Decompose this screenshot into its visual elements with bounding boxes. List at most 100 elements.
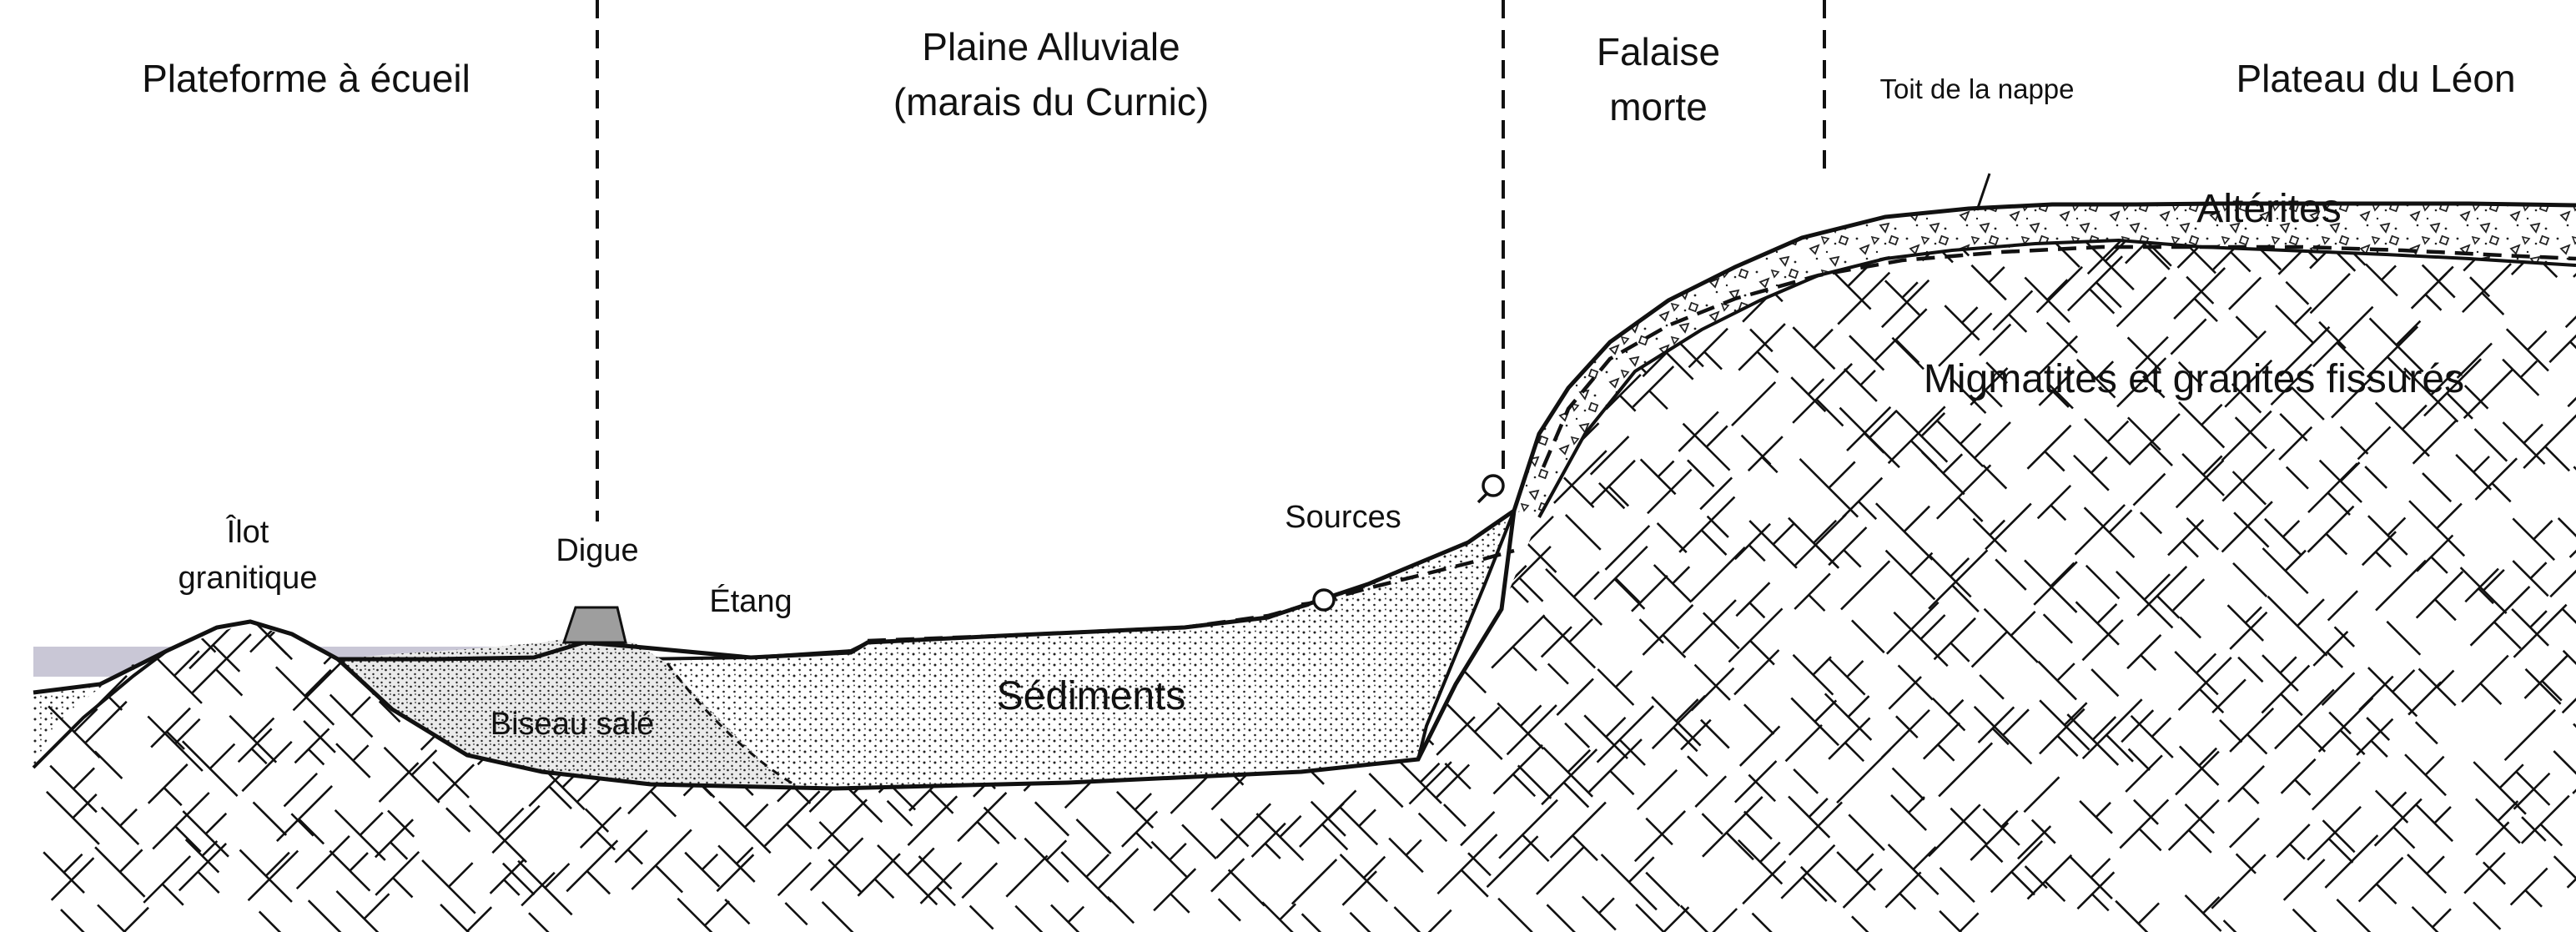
label-ilot-line1: Îlot <box>226 514 269 550</box>
rock-fracture <box>1215 323 1268 376</box>
rock-fracture <box>566 839 619 895</box>
rock-fracture <box>1590 459 1636 507</box>
rock-fracture <box>711 240 764 271</box>
rock-fracture <box>2549 544 2576 644</box>
rock-fracture <box>1828 526 1868 568</box>
rock-fracture <box>2523 413 2576 472</box>
rock-fracture <box>1291 859 1338 932</box>
rock-fracture <box>143 855 192 906</box>
rock-fracture <box>1636 768 1678 846</box>
rock-fracture <box>2321 672 2356 735</box>
rock-fracture <box>1992 290 2034 333</box>
rock-fracture <box>2229 707 2275 755</box>
rock-fracture <box>202 411 264 473</box>
rock-fracture <box>489 858 526 896</box>
rock-fracture <box>1921 451 1965 496</box>
rock-fracture <box>1983 607 2039 663</box>
rock-fracture <box>1164 355 1214 449</box>
rock-fracture <box>862 421 918 478</box>
rock-fracture <box>1970 264 2007 301</box>
rock-fracture <box>568 471 615 517</box>
rock-fracture <box>1024 560 1062 628</box>
rock-fracture <box>2115 899 2162 932</box>
rock-fracture <box>1210 858 1245 922</box>
rock-fracture <box>1060 851 1113 903</box>
rock-fracture <box>1737 839 1784 885</box>
rock-fracture <box>1588 738 1643 796</box>
rock-fracture <box>1411 473 1446 510</box>
rock-fracture <box>2221 410 2272 506</box>
rock-fracture <box>613 421 648 458</box>
rock-fracture <box>139 339 179 380</box>
rock-fracture <box>484 272 519 309</box>
rock-fracture <box>1944 305 1980 341</box>
rock-fracture <box>1842 868 1884 932</box>
rock-fracture <box>1653 564 1693 603</box>
rock-fracture <box>440 367 494 468</box>
rock-fracture <box>329 693 374 738</box>
rock-fracture <box>1399 368 1434 433</box>
rock-fracture <box>46 188 81 224</box>
rock-fracture <box>435 538 468 600</box>
rock-fracture <box>1392 175 1426 211</box>
rock-fracture <box>94 846 146 898</box>
rock-fracture <box>1098 848 1140 924</box>
rock-fracture <box>2503 708 2557 806</box>
rock-fracture <box>383 172 434 225</box>
rock-fracture <box>49 764 98 814</box>
rock-fracture <box>1836 851 1876 891</box>
rock-fracture <box>329 849 371 892</box>
rock-fracture <box>536 320 589 376</box>
rock-fracture <box>2361 531 2397 568</box>
rock-fracture <box>961 862 999 930</box>
zone-title-plaine-line1: Plaine Alluviale <box>922 25 1180 68</box>
rock-fracture <box>1015 571 1073 628</box>
rock-fracture <box>2461 654 2509 705</box>
rock-fracture <box>1341 870 1377 932</box>
rock-fracture <box>1799 458 1859 518</box>
rock-fracture <box>50 857 95 932</box>
rock-fracture <box>2469 585 2531 650</box>
rock-fracture <box>868 534 902 597</box>
rock-fracture <box>195 164 241 213</box>
rock-fracture <box>1170 442 1200 499</box>
rock-fracture <box>2178 745 2220 786</box>
rock-fracture <box>2023 776 2060 844</box>
rock-fracture <box>1351 347 1411 410</box>
rock-fracture <box>2456 342 2493 410</box>
rock-fracture <box>920 311 977 368</box>
rock-fracture <box>186 320 223 356</box>
rock-fracture <box>1602 240 1648 315</box>
rock-fracture <box>334 809 386 861</box>
rock-fracture <box>830 271 874 315</box>
rock-fracture <box>1733 760 1778 840</box>
rock-fracture <box>2412 420 2457 503</box>
rock-fracture <box>1215 803 1272 907</box>
sediment-base <box>336 510 1517 791</box>
rock-fracture <box>292 662 342 753</box>
rock-fracture <box>2227 764 2265 804</box>
rock-fracture <box>1828 717 1871 763</box>
rock-fracture <box>2404 753 2447 797</box>
rock-fracture <box>1549 801 1607 862</box>
rock-fracture <box>2459 567 2508 615</box>
rock-fracture <box>1792 363 1853 427</box>
zone-title-plaine-line2: (marais du Curnic) <box>893 80 1209 123</box>
rock-fracture <box>2512 560 2549 597</box>
rock-fracture <box>1151 366 1205 420</box>
rock-fracture <box>1748 520 1798 569</box>
alterites-base <box>1537 238 2576 518</box>
rock-fracture <box>538 241 579 316</box>
rock-fracture <box>1145 561 1196 614</box>
rock-fracture <box>1024 337 1060 375</box>
rock-fracture <box>2312 630 2349 668</box>
rock-fracture <box>686 421 730 466</box>
rock-fracture <box>2066 255 2124 315</box>
rock-fracture <box>524 435 564 476</box>
rock-fracture <box>1450 370 1501 424</box>
rock-fracture <box>2178 401 2226 449</box>
rock-fracture <box>1937 421 1985 468</box>
rock-fracture <box>103 276 143 351</box>
rock-fracture <box>1605 373 1642 412</box>
rock-fracture <box>1405 416 1449 461</box>
